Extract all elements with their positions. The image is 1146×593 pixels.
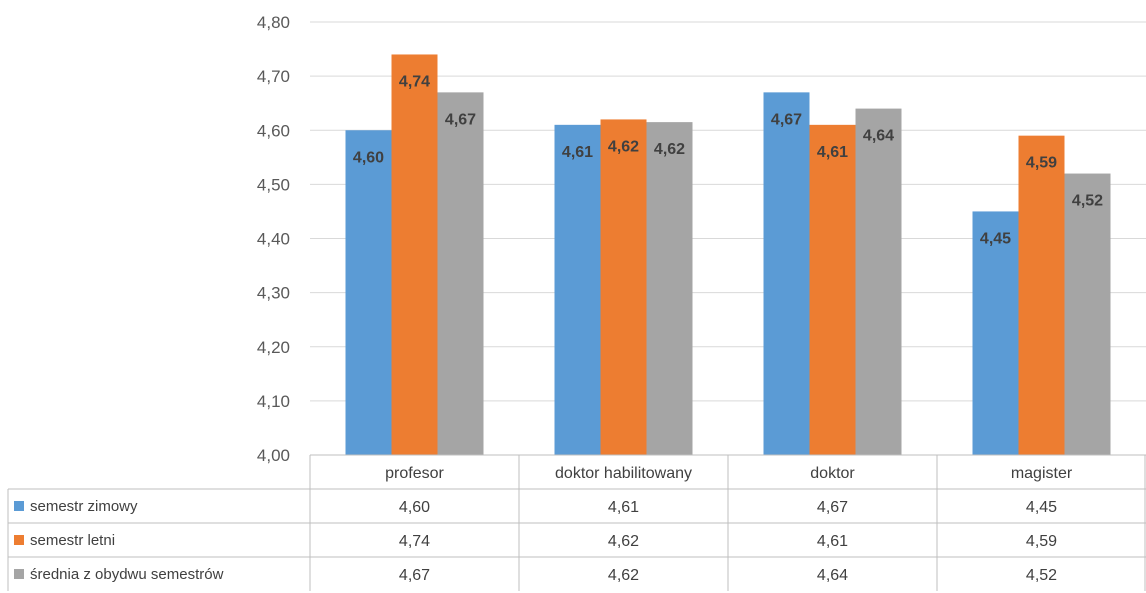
y-tick-label: 4,40 [257,230,290,249]
bar [809,124,856,456]
bar [646,122,693,455]
table-cell-value: 4,61 [817,533,848,550]
y-tick-label: 4,50 [257,175,290,194]
legend-label: średnia z obydwu semestrów [30,566,224,583]
y-tick-label: 4,80 [257,13,290,32]
data-label: 4,67 [771,111,802,128]
legend-swatch [14,569,24,579]
category-label: magister [1011,465,1073,482]
data-label: 4,59 [1026,155,1057,172]
legend-swatch [14,535,24,545]
legend-swatch [14,501,24,511]
data-label: 4,62 [654,141,685,158]
table-cell-value: 4,64 [817,567,848,584]
table-cell-value: 4,62 [608,533,639,550]
data-label: 4,61 [817,144,848,161]
data-label: 4,67 [445,111,476,128]
category-label: profesor [385,465,444,482]
data-label: 4,45 [980,230,1011,247]
bar [1018,135,1065,455]
y-tick-label: 4,20 [257,338,290,357]
table-cell-value: 4,59 [1026,533,1057,550]
bar [600,119,647,456]
data-label: 4,52 [1072,193,1103,210]
table-cell-value: 4,60 [399,499,430,516]
data-label: 4,62 [608,138,639,155]
table-cell-value: 4,67 [817,499,848,516]
legend-label: semestr zimowy [30,498,138,515]
table-cell-value: 4,52 [1026,567,1057,584]
bar [345,130,392,455]
y-tick-label: 4,30 [257,284,290,303]
bar [1064,173,1111,456]
data-label: 4,60 [353,149,384,166]
legend-label: semestr letni [30,532,115,549]
data-label: 4,61 [562,144,593,161]
bar [391,54,438,455]
bar [972,211,1019,455]
table-cell-value: 4,45 [1026,499,1057,516]
y-tick-label: 4,00 [257,446,290,465]
y-tick-label: 4,10 [257,392,290,411]
table-cell-value: 4,62 [608,567,639,584]
bar [554,124,601,456]
bar [855,108,902,455]
table-cell-value: 4,74 [399,533,430,550]
data-label: 4,64 [863,128,894,145]
y-tick-label: 4,60 [257,121,290,140]
category-label: doktor habilitowany [555,465,692,482]
y-tick-label: 4,70 [257,67,290,86]
bar [763,92,810,456]
data-label: 4,74 [399,73,430,90]
table-cell-value: 4,61 [608,499,639,516]
table-cell-value: 4,67 [399,567,430,584]
category-label: doktor [810,465,855,482]
bar [437,92,484,456]
